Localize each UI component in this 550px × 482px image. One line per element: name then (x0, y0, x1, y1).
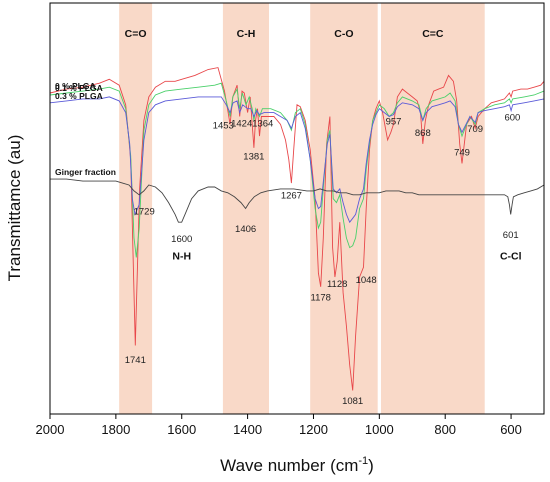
x-tick-label-1200: 1200 (299, 422, 328, 437)
x-axis-title-end: ) (368, 456, 374, 475)
peak-label-1381: 1381 (243, 152, 264, 163)
plot-frame (49, 2, 545, 415)
x-tick-label-800: 800 (434, 422, 456, 437)
series-label-0-3-plga: 0.3 % PLGA (55, 91, 103, 101)
region-label-c-o: C-O (334, 28, 353, 40)
peak-label-868: 868 (415, 128, 431, 139)
series-label-ginger-fraction: Ginger fraction (55, 167, 116, 177)
series-line-0-plga (49, 67, 545, 391)
peak-label-1364: 1364 (252, 118, 273, 129)
peak-label-1741: 1741 (125, 355, 146, 366)
series-label-0-1-plga: 0.1 % PLGA (55, 83, 103, 93)
peak-label-600: 600 (504, 112, 520, 123)
x-tick-label-1600: 1600 (167, 422, 196, 437)
spectra-series (49, 67, 545, 391)
region-band-c-o (310, 3, 378, 414)
x-axis-title: Wave number (cm-1) (220, 455, 374, 475)
peak-label-1178: 1178 (310, 292, 330, 303)
x-tick-label-600: 600 (500, 422, 522, 437)
x-axis: 2000 1800 1600 1400 1200 1000 800 600 (36, 414, 522, 437)
group-label-n-h: N-H (172, 250, 191, 262)
series-line-0-1-plga (49, 82, 545, 258)
peak-label-1128: 1128 (327, 279, 347, 290)
peak-label-1081: 1081 (342, 396, 363, 407)
series-label-0-plga: 0 % PLGA (55, 81, 96, 91)
x-axis-title-sup: -1 (358, 455, 368, 467)
region-label-c-o: C=O (125, 28, 147, 40)
region-label-c-c: C=C (422, 28, 444, 40)
x-tick-label-1800: 1800 (101, 422, 130, 437)
region-label-c-h: C-H (237, 28, 256, 40)
group-labels: N-H C-Cl (172, 250, 521, 262)
x-tick-label-1400: 1400 (233, 422, 262, 437)
peak-label-957: 957 (386, 116, 402, 127)
peak-label-1406: 1406 (235, 224, 256, 235)
peak-label-1600: 1600 (171, 234, 192, 245)
x-axis-title-main: Wave number (cm (220, 456, 358, 475)
series-line-0-3-plga (49, 96, 545, 224)
region-band-c-c (380, 3, 485, 414)
peak-label-1729: 1729 (134, 206, 155, 217)
x-tick-label-2000: 2000 (36, 422, 65, 437)
peak-label-1267: 1267 (281, 191, 302, 202)
group-label-c-cl: C-Cl (500, 250, 522, 262)
x-tick-label-1000: 1000 (365, 422, 394, 437)
peak-label-601: 601 (503, 230, 519, 241)
y-axis-title: Transmittamce (au) (5, 135, 24, 282)
series-line-ginger-fraction (50, 178, 545, 223)
peak-label-709: 709 (467, 124, 483, 135)
peak-label-749: 749 (454, 148, 470, 159)
region-bands: C=O C-H C-O C=C (119, 3, 485, 414)
peak-label-1424: 1424 (231, 118, 252, 129)
peak-label-1453: 1453 (213, 120, 234, 131)
peak-label-1048: 1048 (356, 275, 377, 286)
